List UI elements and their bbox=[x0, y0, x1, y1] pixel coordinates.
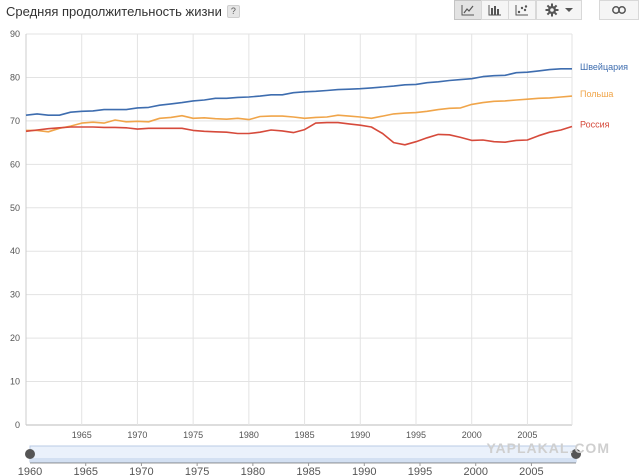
bar-chart-button[interactable] bbox=[481, 0, 509, 20]
x-tick-label: 1990 bbox=[350, 430, 370, 440]
watermark-text: YAPLAKAL.COM bbox=[486, 440, 610, 456]
share-link[interactable] bbox=[599, 0, 639, 20]
range-tick-label: 1980 bbox=[241, 466, 265, 476]
chart-type-switcher bbox=[454, 0, 536, 20]
link-button[interactable] bbox=[599, 0, 639, 20]
range-handle-left[interactable] bbox=[25, 449, 35, 459]
range-tick-label: 1965 bbox=[73, 466, 97, 476]
range-tick-label: 1995 bbox=[408, 466, 432, 476]
y-tick-label: 60 bbox=[10, 159, 20, 169]
x-tick-label: 1980 bbox=[239, 430, 259, 440]
range-tick-label: 1985 bbox=[296, 466, 320, 476]
series-line-Польша bbox=[26, 95, 573, 133]
y-tick-label: 0 bbox=[15, 420, 20, 430]
range-selector-band bbox=[30, 458, 576, 462]
y-tick-label: 90 bbox=[10, 29, 20, 39]
x-tick-label: 1985 bbox=[295, 430, 315, 440]
scatter-chart-button[interactable] bbox=[508, 0, 536, 20]
series-line-Швейцария bbox=[25, 67, 572, 116]
x-tick-label: 1995 bbox=[406, 430, 426, 440]
line-chart: 0 10 20 30 40 50 60 70 80 90 1965 1970 1975 1980 1985 1… bbox=[10, 29, 628, 476]
chart-title-text: Средняя продолжительность жизни bbox=[6, 4, 222, 19]
range-tick-label: 2000 bbox=[463, 466, 487, 476]
range-start-label: 1960 bbox=[18, 466, 42, 476]
bar-chart-icon bbox=[488, 5, 501, 16]
range-tick-label: 1975 bbox=[185, 466, 209, 476]
y-tick-label: 20 bbox=[10, 333, 20, 343]
x-tick-label: 2005 bbox=[517, 430, 537, 440]
x-tick-label: 1970 bbox=[127, 430, 147, 440]
settings-menu[interactable] bbox=[536, 0, 582, 20]
series-label: Россия bbox=[580, 120, 610, 130]
y-tick-label: 10 bbox=[10, 377, 20, 387]
scatter-chart-icon bbox=[515, 5, 528, 16]
series-line-Россия bbox=[25, 121, 573, 146]
y-tick-label: 30 bbox=[10, 290, 20, 300]
y-tick-label: 40 bbox=[10, 246, 20, 256]
y-tick-label: 50 bbox=[10, 203, 20, 213]
range-tick-label: 2005 bbox=[519, 466, 543, 476]
x-tick-label: 1965 bbox=[72, 430, 92, 440]
range-tick-label: 1970 bbox=[129, 466, 153, 476]
chart-title: Средняя продолжительность жизни ? bbox=[6, 4, 240, 19]
y-tick-label: 80 bbox=[10, 72, 20, 82]
range-handle-right[interactable] bbox=[571, 449, 581, 459]
line-chart-icon bbox=[461, 5, 474, 16]
settings-button[interactable] bbox=[536, 0, 582, 20]
help-icon[interactable]: ? bbox=[226, 5, 240, 18]
link-icon bbox=[612, 6, 626, 14]
range-tick-label: 1990 bbox=[352, 466, 376, 476]
y-tick-label: 70 bbox=[10, 116, 20, 126]
x-tick-label: 2000 bbox=[462, 430, 482, 440]
line-chart-button[interactable] bbox=[454, 0, 482, 20]
chevron-down-icon bbox=[565, 8, 573, 12]
series-label: Швейцария bbox=[580, 62, 628, 72]
gear-icon bbox=[545, 3, 559, 17]
series-label: Польша bbox=[580, 89, 613, 99]
x-tick-label: 1975 bbox=[183, 430, 203, 440]
